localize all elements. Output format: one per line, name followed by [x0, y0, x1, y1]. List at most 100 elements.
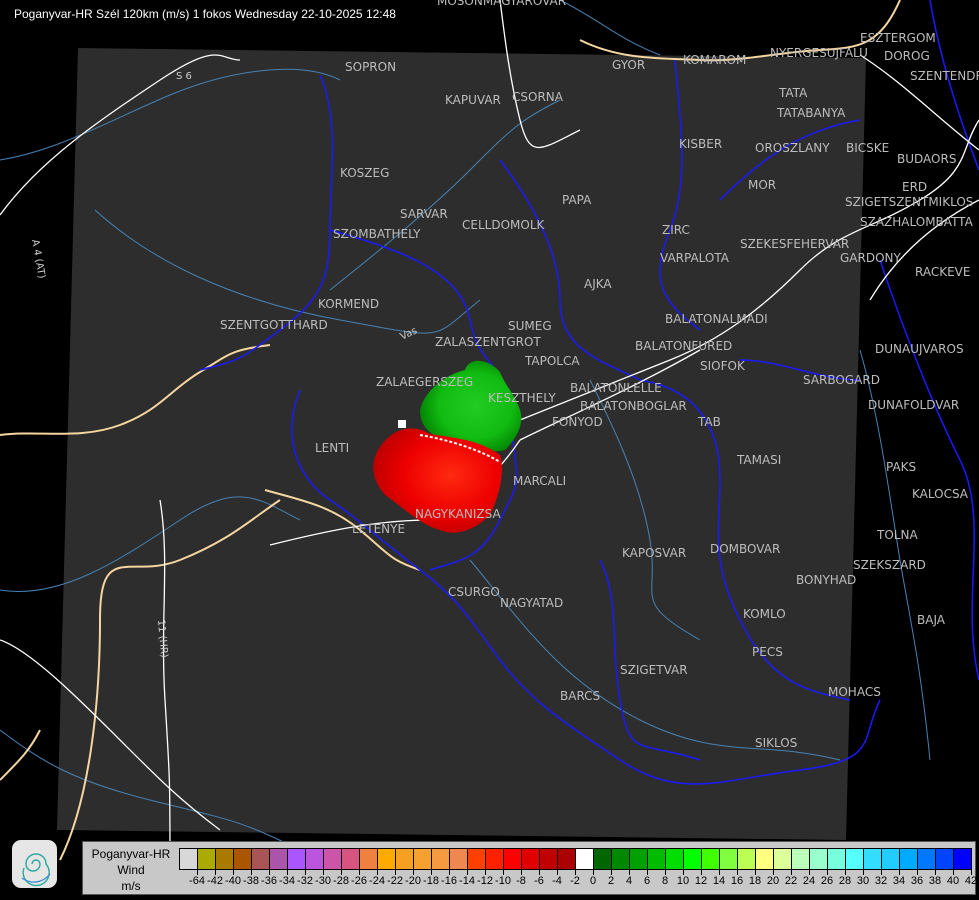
city-label: ZALASZENTGROT [435, 335, 541, 349]
legend-label: 20 [766, 875, 780, 887]
legend-label: -20 [405, 875, 421, 887]
legend-swatch [738, 849, 756, 869]
legend-swatch [828, 849, 846, 869]
country-border [0, 0, 901, 861]
legend-swatch [666, 849, 684, 869]
legend-tick [215, 869, 216, 875]
city-label: DUNAUJVAROS [875, 342, 964, 356]
legend-tick [521, 869, 522, 875]
legend-swatch [810, 849, 828, 869]
legend-tick [467, 869, 468, 875]
city-label: LENTI [315, 441, 349, 455]
legend-label: -28 [333, 875, 349, 887]
legend-swatch [756, 849, 774, 869]
city-labels: MOSONMAGYAROVAR SOPRON KAPUVAR CSORNA GYOR KO… [220, 0, 979, 750]
legend-label: -4 [552, 875, 562, 887]
city-label: SZOMBATHELY [333, 227, 421, 241]
legend-swatch [792, 849, 810, 869]
legend-label: -42 [207, 875, 223, 887]
city-label: KORMEND [318, 297, 379, 311]
city-label: PAKS [886, 460, 916, 474]
city-label: GARDONY [840, 251, 902, 265]
legend-tick [611, 869, 612, 875]
city-label: PAPA [562, 193, 592, 207]
city-label: PECS [752, 645, 783, 659]
city-label: BALATONBOGLAR [580, 399, 687, 413]
legend-label: -2 [570, 875, 580, 887]
city-label: SZENTGOTTHARD [220, 318, 328, 332]
legend-tick [575, 869, 576, 875]
legend-swatch [180, 849, 198, 869]
legend-tick [935, 869, 936, 875]
legend-swatch [540, 849, 558, 869]
city-label: MOR [748, 178, 776, 192]
road-label: 11 (HR) [155, 619, 169, 658]
legend-tick [755, 869, 756, 875]
legend-swatch [468, 849, 486, 869]
city-label: KOSZEG [340, 166, 389, 180]
legend-tick [647, 869, 648, 875]
legend-label: 18 [748, 875, 762, 887]
city-label: NAGYKANIZSA [415, 507, 501, 521]
legend-swatch [702, 849, 720, 869]
legend-label: -36 [261, 875, 277, 887]
city-label: GYOR [612, 58, 645, 72]
legend-tick [377, 869, 378, 875]
legend-swatch [612, 849, 630, 869]
city-label: ESZTERGOM [860, 31, 936, 45]
legend-swatch [882, 849, 900, 869]
legend-label: 30 [856, 875, 870, 887]
legend-tick [341, 869, 342, 875]
city-label: ZALAEGERSZEG [376, 375, 473, 389]
legend-swatches [179, 848, 972, 870]
legend-swatch [414, 849, 432, 869]
legend-tick [917, 869, 918, 875]
legend-swatch [594, 849, 612, 869]
legend-tick [485, 869, 486, 875]
legend-tick [233, 869, 234, 875]
city-label: KISBER [679, 137, 722, 151]
legend-swatch [918, 849, 936, 869]
road-label: S 6 [176, 71, 192, 82]
legend-tick [323, 869, 324, 875]
legend-label: 16 [730, 875, 744, 887]
legend-label: 8 [661, 875, 669, 887]
legend-label: 14 [712, 875, 726, 887]
legend-tick [953, 869, 954, 875]
legend-label: -14 [459, 875, 475, 887]
color-legend: Poganyvar-HR Wind m/s -64 -42 -40 -38 -36 -34… [82, 841, 977, 895]
legend-tick [251, 869, 252, 875]
city-label: DUNAFOLDVAR [868, 398, 959, 412]
legend-label: 10 [676, 875, 690, 887]
legend-label: 38 [928, 875, 942, 887]
city-label: OROSZLANY [755, 141, 830, 155]
legend-tick [359, 869, 360, 875]
city-label: TAMASI [736, 453, 781, 467]
legend-label: -18 [423, 875, 439, 887]
city-label: ERD [902, 180, 927, 194]
legend-swatch [288, 849, 306, 869]
city-label: SIKLOS [755, 736, 797, 750]
legend-label: 12 [694, 875, 708, 887]
city-label: BARCS [560, 689, 600, 703]
legend-swatch [270, 849, 288, 869]
city-label: BICSKE [846, 141, 889, 155]
city-label: NYERGESUJFALU [770, 46, 868, 60]
legend-tick [881, 869, 882, 875]
city-label: VARPALOTA [660, 251, 730, 265]
zero-velocity-line [419, 434, 501, 463]
legend-swatch [360, 849, 378, 869]
city-label: TOLNA [876, 528, 918, 542]
echo-speck [398, 420, 406, 428]
legend-label: 22 [784, 875, 798, 887]
legend-tick [305, 869, 306, 875]
legend-tick [593, 869, 594, 875]
legend-label: 34 [892, 875, 906, 887]
legend-unit: m/s [121, 879, 141, 893]
echo-approaching-green [420, 360, 522, 452]
legend-tick [791, 869, 792, 875]
legend-label: 24 [802, 875, 816, 887]
city-label: ZIRC [662, 223, 690, 237]
city-label: BONYHAD [796, 573, 856, 587]
